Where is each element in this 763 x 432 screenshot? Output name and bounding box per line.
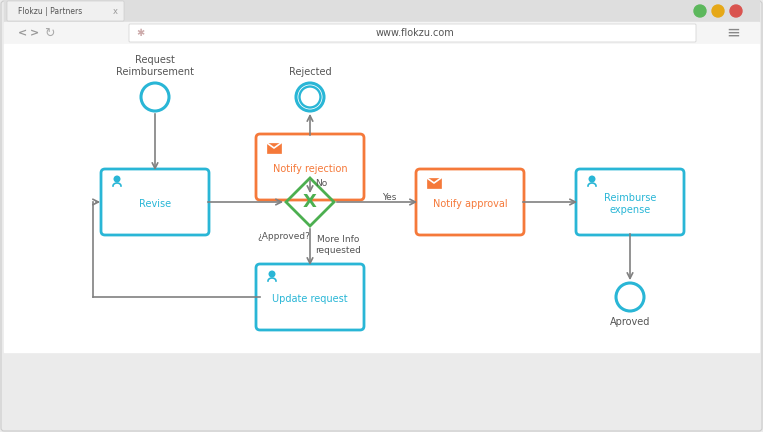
Text: www.flokzu.com: www.flokzu.com bbox=[375, 28, 455, 38]
Polygon shape bbox=[267, 143, 281, 153]
Text: ✱: ✱ bbox=[136, 28, 144, 38]
Bar bbox=[4, 22, 759, 44]
Bar bbox=[4, 44, 759, 352]
Text: Request
Reimbursement: Request Reimbursement bbox=[116, 55, 194, 77]
Bar bbox=[4, 0, 759, 22]
Text: No: No bbox=[315, 180, 327, 188]
Polygon shape bbox=[427, 178, 441, 188]
Circle shape bbox=[114, 175, 121, 182]
Text: >: > bbox=[30, 28, 39, 38]
Text: Reimburse
expense: Reimburse expense bbox=[604, 193, 656, 215]
FancyBboxPatch shape bbox=[129, 24, 696, 42]
Text: ↻: ↻ bbox=[44, 26, 54, 39]
Text: Update request: Update request bbox=[272, 294, 348, 304]
Text: Notify approval: Notify approval bbox=[433, 199, 507, 209]
Circle shape bbox=[712, 5, 724, 17]
Text: X: X bbox=[303, 193, 317, 211]
FancyBboxPatch shape bbox=[7, 1, 124, 21]
Text: x: x bbox=[112, 6, 118, 16]
Circle shape bbox=[694, 5, 706, 17]
FancyBboxPatch shape bbox=[256, 264, 364, 330]
Text: Flokzu | Partners: Flokzu | Partners bbox=[18, 6, 82, 16]
FancyBboxPatch shape bbox=[256, 134, 364, 200]
Text: More Info
requested: More Info requested bbox=[315, 235, 361, 255]
Text: ¿Approved?: ¿Approved? bbox=[258, 232, 311, 241]
Text: ≡: ≡ bbox=[726, 24, 740, 42]
Text: Notify rejection: Notify rejection bbox=[272, 164, 347, 174]
Circle shape bbox=[269, 270, 275, 277]
Text: Revise: Revise bbox=[139, 199, 171, 209]
Text: Rejected: Rejected bbox=[288, 67, 331, 77]
Circle shape bbox=[588, 175, 595, 182]
FancyBboxPatch shape bbox=[416, 169, 524, 235]
FancyBboxPatch shape bbox=[576, 169, 684, 235]
Text: Yes: Yes bbox=[382, 194, 396, 203]
FancyBboxPatch shape bbox=[101, 169, 209, 235]
Circle shape bbox=[730, 5, 742, 17]
Text: <: < bbox=[18, 28, 27, 38]
Text: Aproved: Aproved bbox=[610, 317, 650, 327]
